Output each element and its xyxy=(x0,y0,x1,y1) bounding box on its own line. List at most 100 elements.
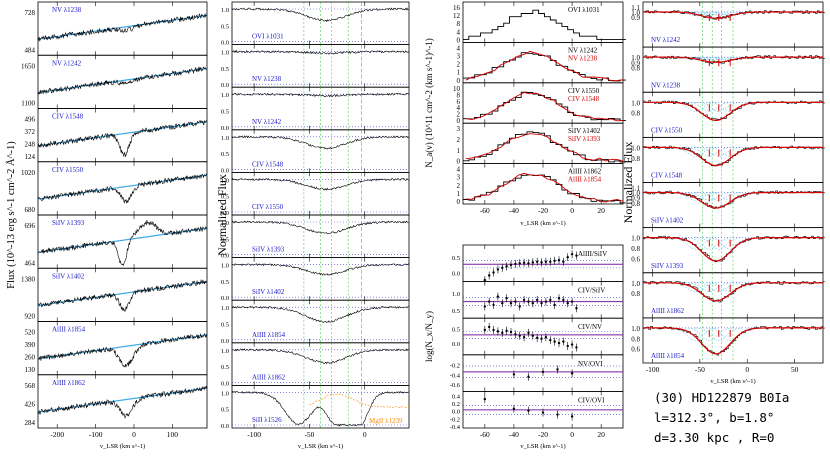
col4-panel-1-point xyxy=(487,300,491,303)
col5-panel-7-label: AlIII λ1854 xyxy=(651,352,685,360)
col4-panel-2-point xyxy=(509,330,513,334)
col4-panel-1-point xyxy=(535,298,539,302)
col4-panel-1-ytick-label-1: 0.5 xyxy=(452,308,460,315)
col4-panel-2-point xyxy=(505,329,508,332)
col2-panel-9-ytick-label-2: 0.0 xyxy=(221,423,229,430)
col4-panel-4-label: CIV/OVI xyxy=(578,396,605,404)
col2-panel-5-ytick-label-0: 1.0 xyxy=(221,220,229,227)
col3-panel-3-ytick-label-2: 1 xyxy=(457,147,461,155)
col4-panel-3-point xyxy=(570,372,574,375)
col4-panel-0-point xyxy=(518,262,521,265)
col3-panel-1-ytick-label-4: 0 xyxy=(457,77,461,85)
col4-panel-0-point xyxy=(549,260,552,263)
col2-panel-7-ytick-label-1: 0.5 xyxy=(221,322,229,329)
col4-panel-2-point xyxy=(570,343,574,346)
col2-panel-9-label: SiII λ1526 xyxy=(252,416,282,424)
col3-xtick-label-2: -20 xyxy=(538,206,548,215)
col4-panel-1-point xyxy=(575,307,578,310)
col2-panel-6-ytick-label-2: 0.0 xyxy=(221,295,229,302)
col5-panel-4-component-0 xyxy=(671,192,719,201)
col4-panel-0-point xyxy=(514,262,517,266)
col1-panel-5-spectrum xyxy=(37,279,208,313)
col5-panel-6-label: AlIII λ1862 xyxy=(651,307,685,315)
col3-panel-2-ytick-label-5: 0 xyxy=(457,117,461,125)
col4-panel-3-ytick-label-1: -0.4 xyxy=(450,372,461,379)
col1-xtick-label-1: -100 xyxy=(89,430,103,439)
col3-panel-0-ytick-label-1: 12 xyxy=(453,12,461,20)
col4-panel-1-point xyxy=(518,305,521,308)
col5-panel-5-component-2 xyxy=(695,237,743,250)
col1-panel-6-ytick-label-3: 130 xyxy=(25,366,36,374)
col3-panel-3-ytick-label-3: 0 xyxy=(457,158,461,166)
col2-panel-9-ytick-label-0: 1.0 xyxy=(221,390,229,397)
col5-panel-1-ytick-label-0: 1.0 xyxy=(631,54,640,62)
col5-panel-7-component-3 xyxy=(706,327,754,341)
col4-panel-0-point xyxy=(535,260,539,263)
col2-panel-4-spectrum xyxy=(231,177,409,191)
col1-panel-7-ytick-label-2: 284 xyxy=(25,419,36,427)
col3-panel-3-label2: SiIV λ1393 xyxy=(568,135,601,143)
col4-panel-1-point xyxy=(527,300,530,303)
col2-panel-4-label: CIV λ1550 xyxy=(252,203,284,211)
col2-panel-6-spectrum xyxy=(231,263,409,276)
col2-panel-2-label: NV λ1242 xyxy=(252,118,282,126)
col4-panel-2-point xyxy=(527,331,530,335)
col5-panel-5-fit xyxy=(643,237,823,262)
col5-panel-7-component-1 xyxy=(685,327,734,341)
col5-panel-7-ytick-label-2: 0.6 xyxy=(631,346,640,354)
col4-panel-2-point xyxy=(553,340,556,343)
col5-panel-4-ytick-label-0: 1.1 xyxy=(631,184,640,192)
col4-ylabel: log(N_x/N_y) xyxy=(424,311,434,362)
col1-xtick-label-3: 100 xyxy=(167,430,179,439)
col2-panel-3-spectrum xyxy=(231,135,409,150)
col3-panel-1-ytick-label-1: 3 xyxy=(457,53,461,61)
col5-panel-0-ytick-label-0: 1.1 xyxy=(631,4,640,12)
col1-ylabel: Flux (10^-13 erg s^-1 cm^-2 Å^-1) xyxy=(5,141,17,289)
col2-panel-0-ytick-label-0: 1.0 xyxy=(221,7,229,14)
col3-panel-2-label2: CIV λ1548 xyxy=(568,95,600,103)
col4-panel-2-point xyxy=(522,336,526,339)
col5-panel-3-ytick-label-0: 1.0 xyxy=(631,144,640,152)
col5-xtick-label-2: 0 xyxy=(745,365,749,374)
col5-panel-7-component-0 xyxy=(671,327,719,341)
col1-panel-7-ytick-label-0: 568 xyxy=(25,382,36,390)
col3-panel-3-profile xyxy=(463,131,626,163)
col3-panel-1-profile xyxy=(463,52,626,82)
col2-panel-1-ytick-label-2: 0.0 xyxy=(221,82,229,89)
col1-panel-3-spectrum xyxy=(37,173,208,204)
col5-panel-4-ytick-label-3: 0.8 xyxy=(631,200,640,208)
col4-panel-0-point xyxy=(496,268,500,271)
col1-panel-0-spectrum xyxy=(37,13,207,42)
col4-xtick-label-1: -40 xyxy=(509,430,519,439)
col3-panel-1-profile2 xyxy=(465,50,624,82)
col5-panel-1-ytick-label-2: 0.8 xyxy=(631,65,640,73)
col3-panel-2-ytick-label-0: 10 xyxy=(453,85,461,93)
col4-panel-0-point xyxy=(570,252,574,256)
col5-panel-2-ytick-label-1: 0.8 xyxy=(631,110,640,118)
col3-panel-4-ytick-label-0: 4 xyxy=(457,166,461,174)
col1-xtick-label-0: -200 xyxy=(50,430,64,439)
col1-panel-2-ytick-label-2: 248 xyxy=(25,140,36,148)
col5-panel-6-ytick-label-0: 1.0 xyxy=(631,280,640,288)
col3-xtick-label-4: 20 xyxy=(597,206,605,215)
col5-panel-7-fit xyxy=(643,327,823,355)
col1-panel-3-ytick-label-0: 1020 xyxy=(21,169,36,177)
col4-panel-4-ytick-label-2: 0.0 xyxy=(452,409,460,416)
col5-panel-2-ytick-label-0: 1.0 xyxy=(631,99,640,107)
col1-panel-1-ytick-label-0: 1650 xyxy=(21,62,36,70)
col2-panel-8-ytick-label-2: 0.0 xyxy=(221,380,229,387)
col2-panel-5-spectrum xyxy=(231,220,409,235)
col2-panel-6-ytick-label-0: 1.0 xyxy=(221,263,229,270)
col2-panel-4-ytick-label-2: 0.0 xyxy=(221,210,229,217)
col4-panel-0-point xyxy=(522,261,526,264)
col2-panel-2-ytick-label-2: 0.0 xyxy=(221,125,229,132)
caption-line-1: (30) HD122879 B0Ia xyxy=(654,390,790,405)
col2-panel-1-ytick-label-0: 1.0 xyxy=(221,50,229,57)
col5-panel-0-component-2 xyxy=(695,11,743,16)
col1-panel-4-ytick-label-1: 464 xyxy=(25,259,36,267)
col5-panel-3-ytick-label-1: 0.8 xyxy=(631,155,640,163)
col2-panel-8-ytick-label-1: 0.5 xyxy=(221,364,229,371)
col1-panel-7-ytick-label-1: 426 xyxy=(25,400,36,408)
col5-panel-0-label: NV λ1242 xyxy=(651,36,681,44)
col4-panel-2-label: CIV/NV xyxy=(578,323,602,331)
